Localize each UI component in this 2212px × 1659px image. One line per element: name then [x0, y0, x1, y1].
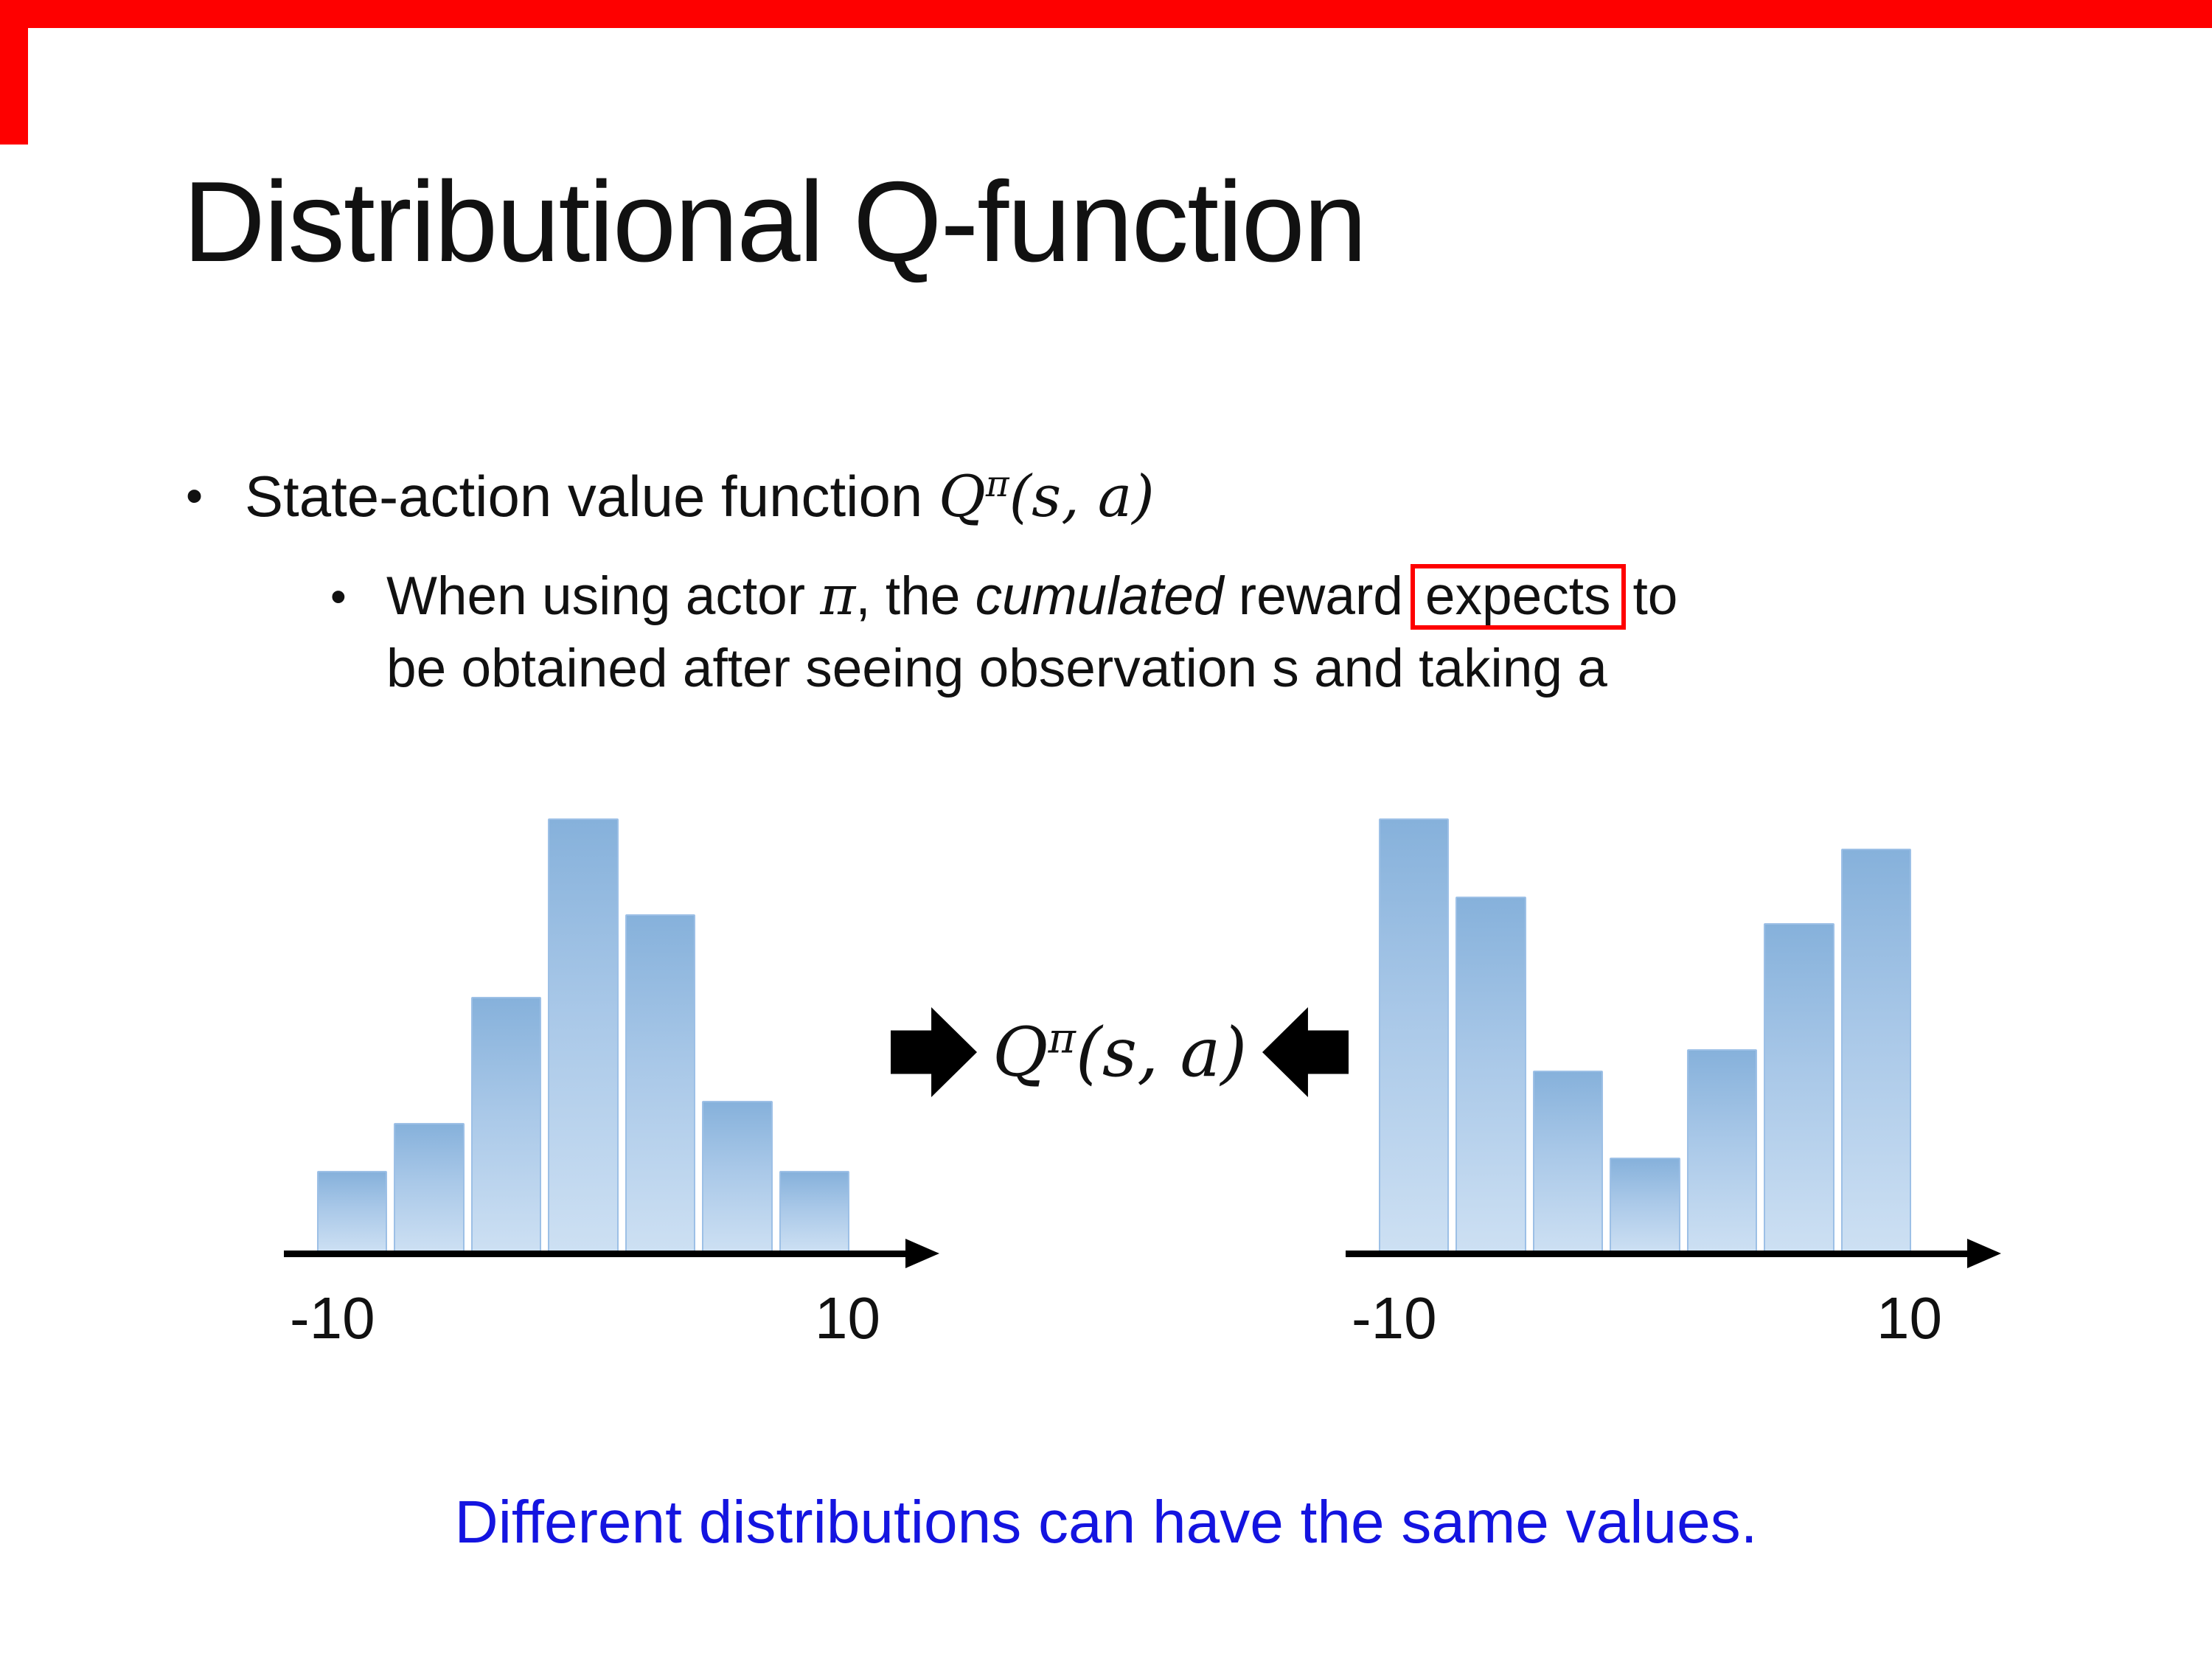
right-histogram-bar [1840, 849, 1911, 1253]
right-histogram-label-min: -10 [1352, 1285, 1437, 1351]
left-histogram-bar [625, 914, 696, 1253]
slide-title: Distributional Q-function [183, 158, 1367, 285]
left-histogram-bar [317, 1171, 388, 1253]
pi-symbol: π [820, 565, 856, 627]
right-histogram-bar [1686, 1049, 1758, 1253]
center-formula-args: (s, a) [1075, 1012, 1248, 1092]
sub-text-mid1: , the [855, 566, 975, 626]
bullet-main-text-line: State-action value function Qπ(s, a) [245, 463, 2029, 530]
left-histogram-axis [284, 1239, 939, 1268]
left-histogram-bar [470, 997, 542, 1253]
sub-text-line2: be obtained after seeing observation s a… [386, 638, 1607, 698]
formula-q: Q [938, 464, 986, 530]
sub-bullet-text: When using actor π, the cumulated reward… [386, 560, 2115, 705]
sub-text-pre: When using actor [386, 566, 821, 626]
red-left-strip [0, 0, 28, 145]
right-histogram-axis [1346, 1239, 2001, 1268]
right-histogram-bar [1764, 923, 1834, 1253]
left-histogram-bar [548, 818, 619, 1253]
right-histogram-bar [1532, 1071, 1604, 1253]
right-histogram-bar [1610, 1158, 1680, 1253]
center-formula-q: Q [992, 1012, 1048, 1092]
arrow-left-icon [1262, 1007, 1349, 1097]
sub-text-post1: to [1632, 566, 1678, 626]
left-histogram-bar [702, 1101, 773, 1253]
arrow-right-icon [891, 1007, 978, 1097]
right-histogram-label-max: 10 [1877, 1285, 1942, 1351]
center-formula-pi: π [1048, 1013, 1076, 1062]
right-histogram: -10 10 [1346, 818, 2009, 1379]
conclusion-note: Different distributions can have the sam… [454, 1489, 1758, 1556]
bullet-main-text: State-action value function [245, 464, 939, 529]
left-histogram-bar [394, 1123, 465, 1253]
sub-text-mid2: reward [1223, 566, 1403, 626]
q-pi-formula: Qπ(s, a) [939, 464, 1155, 530]
right-histogram-bar [1379, 818, 1450, 1253]
cumulated-italic: cumulated [975, 566, 1224, 626]
left-histogram-label-max: 10 [815, 1285, 880, 1351]
left-histogram-label-min: -10 [290, 1285, 375, 1351]
right-histogram-bars [1379, 818, 1911, 1253]
bullet-when-using-actor: • When using actor π, the cumulated rewa… [330, 560, 2115, 705]
left-histogram: -10 10 [284, 818, 947, 1379]
bullet-marker: • [186, 468, 204, 523]
sub-bullet-marker: • [330, 571, 347, 622]
formula-args: (s, a) [1009, 464, 1155, 530]
left-histogram-bars [317, 818, 849, 1253]
center-formula-group: Qπ(s, a) [891, 997, 1349, 1107]
expects-highlight-box: expects [1410, 564, 1626, 630]
center-q-pi-formula: Qπ(s, a) [992, 1013, 1247, 1092]
right-histogram-bar [1455, 897, 1526, 1253]
left-histogram-bar [779, 1171, 849, 1253]
bullet-state-action-value: • State-action value function Qπ(s, a) [186, 463, 2029, 530]
red-top-strip [0, 0, 2212, 28]
formula-pi-superscript: π [985, 464, 1009, 505]
